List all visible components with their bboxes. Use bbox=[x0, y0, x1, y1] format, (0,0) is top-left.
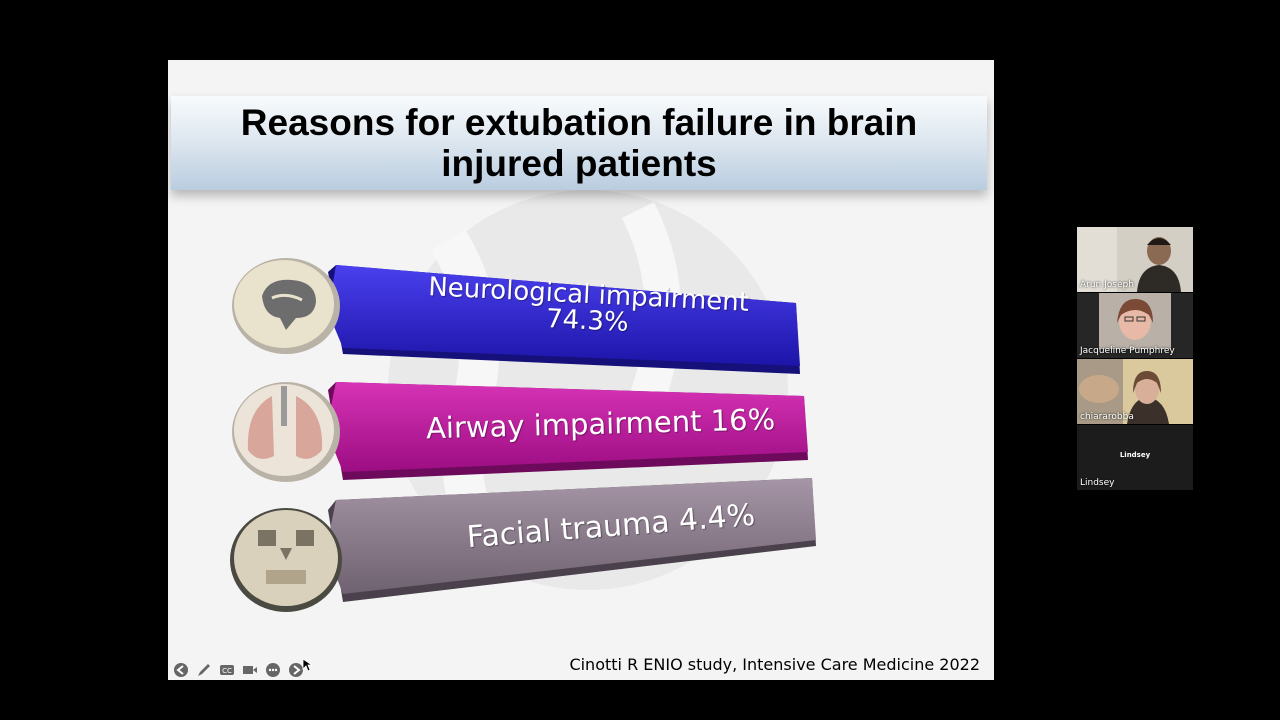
participant-video-icon bbox=[1077, 359, 1193, 424]
slide-title: Reasons for extubation failure in brain … bbox=[240, 102, 918, 184]
mouse-cursor-icon bbox=[302, 658, 312, 672]
presentation-slide: Reasons for extubation failure in brain … bbox=[168, 60, 994, 680]
skull-icon bbox=[230, 508, 342, 612]
participant-name: Jacqueline Pumphrey bbox=[1080, 346, 1175, 356]
more-icon[interactable] bbox=[264, 661, 281, 678]
prev-slide-icon[interactable] bbox=[172, 661, 189, 678]
participant-center-label: Lindsey bbox=[1119, 451, 1151, 459]
svg-text:CC: CC bbox=[222, 667, 232, 675]
participant-name: Arun Joseph bbox=[1080, 280, 1134, 290]
slide-citation: Cinotti R ENIO study, Intensive Care Med… bbox=[569, 655, 980, 674]
participant-tile[interactable]: chiararobba bbox=[1077, 359, 1193, 424]
participant-tile[interactable]: Lindsey Lindsey bbox=[1077, 425, 1193, 490]
participant-tile[interactable]: Arun Joseph bbox=[1077, 227, 1193, 292]
participant-gallery: Arun Joseph Jacqueline Pumphrey chiararo… bbox=[1077, 227, 1193, 491]
lungs-icon bbox=[232, 382, 340, 482]
slideshow-controls: CC bbox=[172, 661, 304, 678]
participant-name: Lindsey bbox=[1080, 478, 1115, 488]
brain-icon bbox=[232, 258, 340, 354]
pen-icon[interactable] bbox=[195, 661, 212, 678]
bars-graphic bbox=[230, 258, 816, 612]
bar-neurological bbox=[328, 265, 800, 374]
slide-title-band: Reasons for extubation failure in brain … bbox=[171, 96, 987, 190]
participant-video-icon bbox=[1077, 227, 1193, 292]
participant-name: chiararobba bbox=[1080, 412, 1134, 422]
video-icon[interactable] bbox=[241, 661, 258, 678]
bar-facial bbox=[326, 478, 816, 602]
participant-video-icon bbox=[1077, 293, 1193, 358]
bar-airway bbox=[326, 382, 808, 480]
next-slide-icon[interactable] bbox=[287, 661, 304, 678]
captions-icon[interactable]: CC bbox=[218, 661, 235, 678]
participant-tile[interactable]: Jacqueline Pumphrey bbox=[1077, 293, 1193, 358]
